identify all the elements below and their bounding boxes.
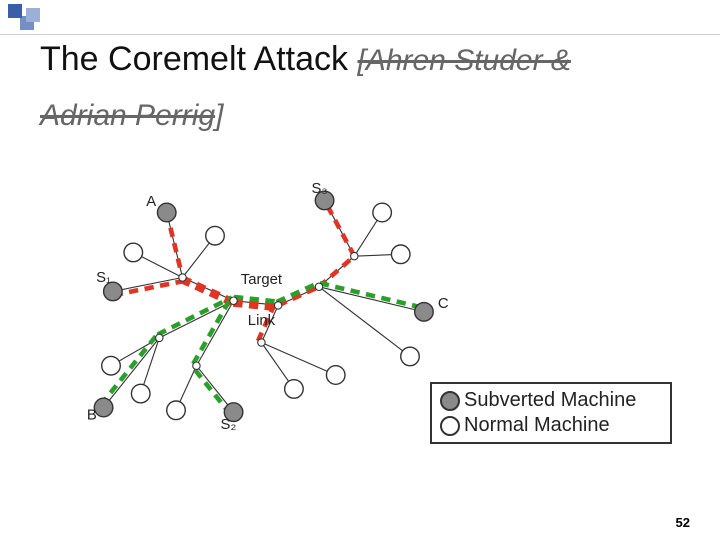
legend-box: Subverted Machine Normal Machine [430, 382, 672, 444]
legend-subverted-label: Subverted Machine [464, 388, 636, 413]
svg-text:S₃: S₃ [312, 181, 328, 197]
slide-title: The Coremelt Attack [Ahren Studer & Adri… [40, 38, 690, 134]
legend-node-subverted-icon [440, 391, 460, 411]
title-main: The Coremelt Attack [40, 40, 357, 78]
svg-text:Link: Link [248, 313, 276, 329]
page-number: 52 [676, 515, 690, 530]
title-citation-close: ] [215, 99, 223, 132]
svg-text:A: A [146, 194, 156, 210]
slide-top-bar [0, 0, 720, 35]
legend-normal-label: Normal Machine [464, 413, 610, 438]
legend-row-normal: Normal Machine [440, 413, 662, 438]
legend-node-normal-icon [440, 416, 460, 436]
title-citation-2: Adrian Perrig [40, 99, 215, 132]
legend-row-subverted: Subverted Machine [440, 388, 662, 413]
svg-text:C: C [438, 296, 449, 312]
svg-text:B: B [87, 408, 97, 424]
svg-text:Target: Target [241, 272, 283, 288]
svg-text:S₂: S₂ [221, 417, 237, 433]
title-citation-1: [Ahren Studer & [357, 44, 570, 77]
svg-text:S₁: S₁ [96, 270, 111, 286]
accent-square [26, 8, 40, 22]
